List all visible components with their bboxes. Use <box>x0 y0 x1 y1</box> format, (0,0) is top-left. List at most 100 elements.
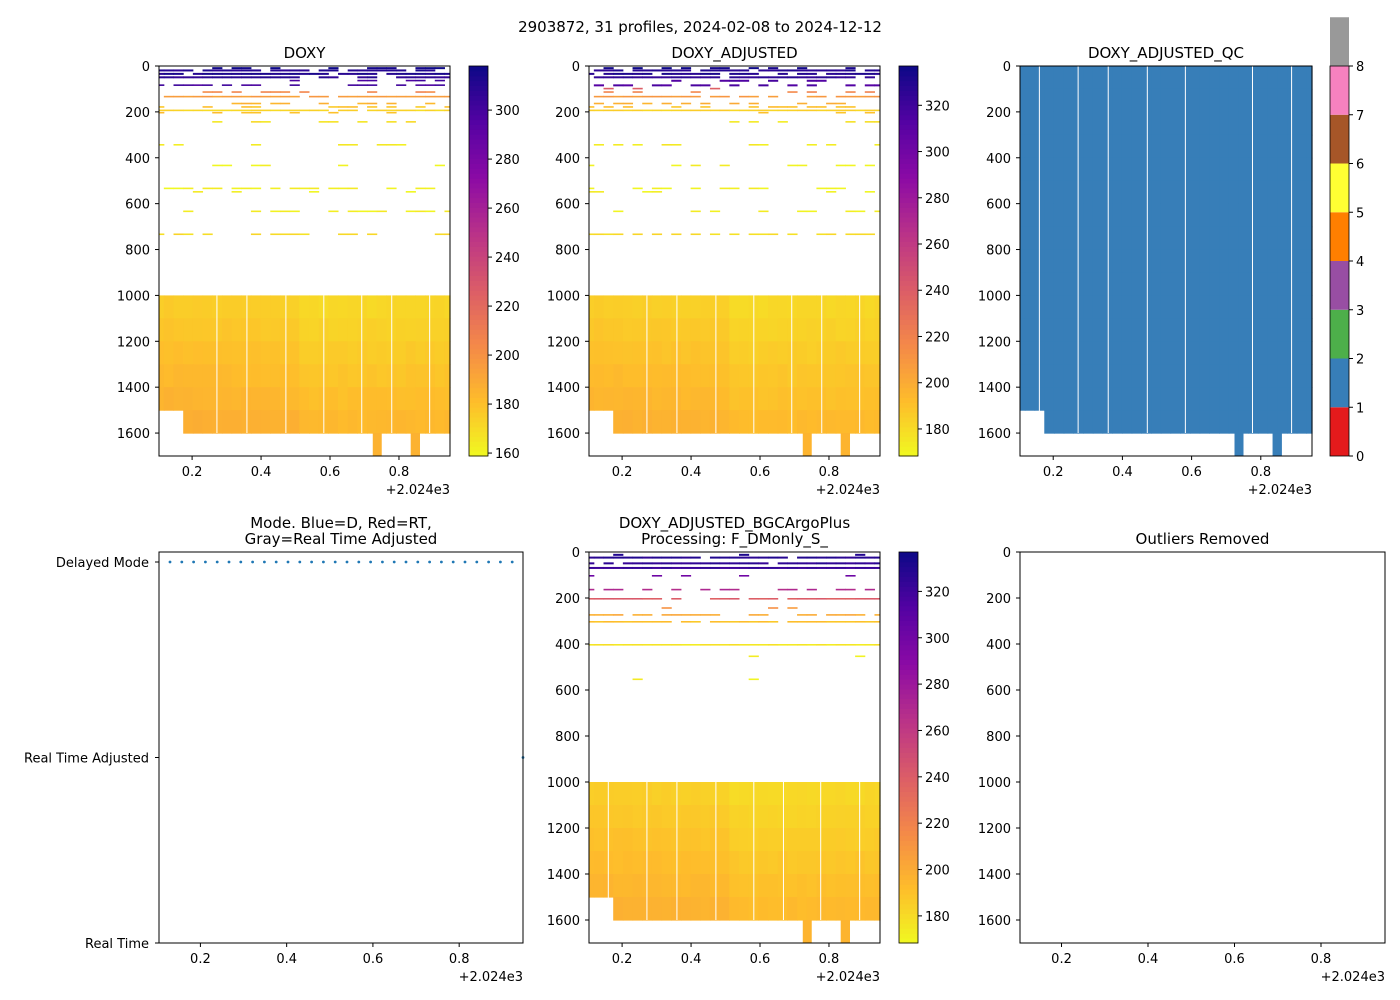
profile-segment <box>729 109 740 112</box>
profile-segment <box>270 210 281 213</box>
mode-point <box>227 560 231 564</box>
profile-segment <box>434 76 445 79</box>
profile-segment <box>826 621 837 623</box>
deep-cell <box>183 341 194 365</box>
profile-segment <box>603 69 614 72</box>
colorbar-gradient <box>899 723 918 729</box>
deep-cell <box>651 805 663 829</box>
profile-segment <box>347 210 358 213</box>
deep-cell <box>1199 157 1210 182</box>
deep-cell <box>835 897 847 921</box>
deep-cell <box>1020 272 1026 297</box>
deep-cell <box>1112 318 1123 342</box>
profile-segment <box>835 562 846 565</box>
deep-cell <box>1092 318 1104 342</box>
profile-segment <box>738 644 750 646</box>
deep-cell <box>1199 203 1210 228</box>
profile-segment <box>396 84 407 86</box>
profile-segment <box>816 566 827 569</box>
mode-point <box>204 560 207 564</box>
y-tick-label: 600 <box>555 684 580 699</box>
deep-cell <box>671 828 682 852</box>
profile-segment <box>163 72 175 75</box>
deep-cell <box>806 295 818 319</box>
deep-cell <box>1209 88 1220 113</box>
profile-segment <box>613 588 624 591</box>
colorbar-gradient <box>469 139 488 145</box>
deep-cell <box>260 387 271 411</box>
y-tick-label: 800 <box>555 730 580 745</box>
deep-cell <box>1141 272 1152 297</box>
colorbar-tick-label: 180 <box>495 398 520 413</box>
deep-cell <box>1219 341 1230 365</box>
profile-segment <box>738 553 750 556</box>
deep-cell <box>589 295 595 319</box>
profile-segment <box>835 187 846 190</box>
deep-cell <box>308 410 320 434</box>
deep-cell <box>671 318 682 342</box>
deep-cell <box>163 341 175 365</box>
colorbar-gradient <box>899 134 918 140</box>
deep-cell <box>1141 157 1152 182</box>
profile-segment <box>593 109 605 112</box>
profile-segment <box>700 84 711 87</box>
profile-segment <box>816 106 827 108</box>
deep-cell <box>835 782 847 806</box>
deep-cell <box>1306 226 1313 251</box>
deep-cell <box>1287 318 1298 342</box>
deep-cell <box>1296 410 1308 434</box>
profile-segment <box>328 121 339 123</box>
deep-cell <box>425 318 436 342</box>
deep-cell <box>1277 341 1288 365</box>
deep-cell <box>1063 387 1075 411</box>
deep-cell <box>622 874 634 898</box>
deep-cell <box>1306 410 1313 434</box>
y-tick-label: 400 <box>986 638 1011 653</box>
deep-cell <box>671 410 682 434</box>
profile-segment <box>768 109 779 112</box>
deep-cell <box>729 897 740 921</box>
deep-cell <box>1151 134 1162 159</box>
colorbar-gradient <box>899 581 918 587</box>
profile-segment <box>690 95 701 98</box>
deep-cell <box>797 364 808 388</box>
deep-cell <box>1248 387 1259 411</box>
colorbar-gradient <box>899 693 918 700</box>
deep-cell <box>1044 295 1055 319</box>
profile-segment <box>758 233 769 236</box>
colorbar-gradient <box>899 674 918 680</box>
profile-segment <box>589 109 595 112</box>
deep-cell <box>1024 341 1036 365</box>
deep-cell <box>308 318 320 342</box>
profile-segment <box>270 233 281 236</box>
deep-cell <box>874 295 881 319</box>
deep-cell <box>299 318 310 342</box>
deep-cell <box>826 410 837 434</box>
deep-cell <box>173 341 184 365</box>
deep-cell <box>661 295 672 319</box>
deep-cell <box>1160 318 1172 342</box>
profile-segment <box>632 566 643 569</box>
profile-segment <box>632 76 643 79</box>
profile-segment <box>797 67 808 70</box>
deep-cell <box>415 318 426 342</box>
profile-segment <box>835 614 846 616</box>
deep-cell <box>738 295 750 319</box>
deep-cell <box>1189 111 1201 136</box>
colorbar-gradient <box>899 168 918 174</box>
deep-cell <box>700 364 711 388</box>
profile-segment <box>845 614 856 616</box>
profile-segment <box>709 598 721 600</box>
deep-cell <box>835 828 847 852</box>
profile-segment <box>826 144 837 146</box>
deep-cell <box>1024 66 1036 90</box>
deep-cell <box>845 387 856 411</box>
profile-segment <box>328 187 339 190</box>
colorbar-gradient <box>469 183 488 189</box>
profile-segment <box>622 109 634 112</box>
deep-cell <box>347 341 358 365</box>
colorbar-gradient <box>899 304 918 311</box>
deep-cell <box>396 341 407 365</box>
deep-cell <box>1189 249 1201 274</box>
deep-cell <box>1024 387 1036 411</box>
